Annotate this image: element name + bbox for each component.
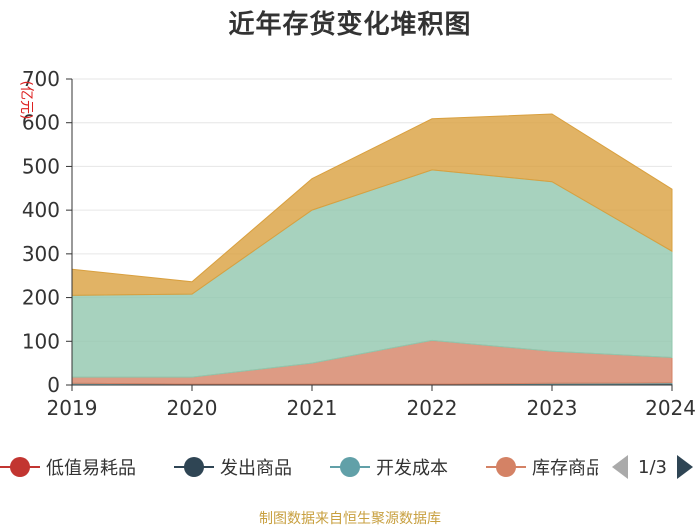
legend-marker-icon [174,452,214,482]
legend-page-indicator: 1/3 [638,456,667,478]
legend-label: 低值易耗品 [46,458,136,479]
legend-marker-icon [0,452,40,482]
y-tick-label: 0 [47,373,60,397]
legend-item-low-value-consumables[interactable]: 低值易耗品 [0,452,136,482]
y-tick-label: 200 [22,286,60,310]
y-tick-label: 400 [22,198,60,222]
data-source-footer: 制图数据来自恒生聚源数据库 [259,511,441,527]
legend-marker-icon [330,452,370,482]
area-series-5[interactable] [71,113,673,296]
y-tick-label: 600 [22,111,60,135]
x-tick-label: 2024 [645,396,696,420]
x-tick-label: 2022 [407,396,458,420]
y-tick-label: 300 [22,242,60,266]
legend-label: 库存商品 [532,458,598,479]
x-tick-label: 2019 [47,396,98,420]
legend-prev-page-icon[interactable] [612,455,628,479]
y-tick-label: 100 [22,329,60,353]
y-axis-label: (亿元) [18,81,34,120]
legend-pager: 1/3 [612,452,700,482]
legend-label: 发出商品 [220,458,292,479]
legend-item-goods-shipped[interactable]: 发出商品 [174,452,292,482]
legend-next-page-icon[interactable] [676,455,693,479]
x-tick-label: 2020 [167,396,218,420]
x-tick-label: 2023 [527,396,578,420]
area-series-4[interactable] [71,169,673,378]
y-tick-label: 700 [22,67,60,91]
legend-marker-icon [486,452,526,482]
legend-item-inventory-goods[interactable]: 库存商品 [486,452,598,482]
x-tick-label: 2021 [287,396,338,420]
legend-item-development-cost[interactable]: 开发成本 [330,452,448,482]
y-tick-label: 500 [22,154,60,178]
chart-title: 近年存货变化堆积图 [228,10,472,40]
legend-label: 开发成本 [376,458,448,479]
legend: 低值易耗品 发出商品 开发成本 库存商品 [0,452,700,482]
